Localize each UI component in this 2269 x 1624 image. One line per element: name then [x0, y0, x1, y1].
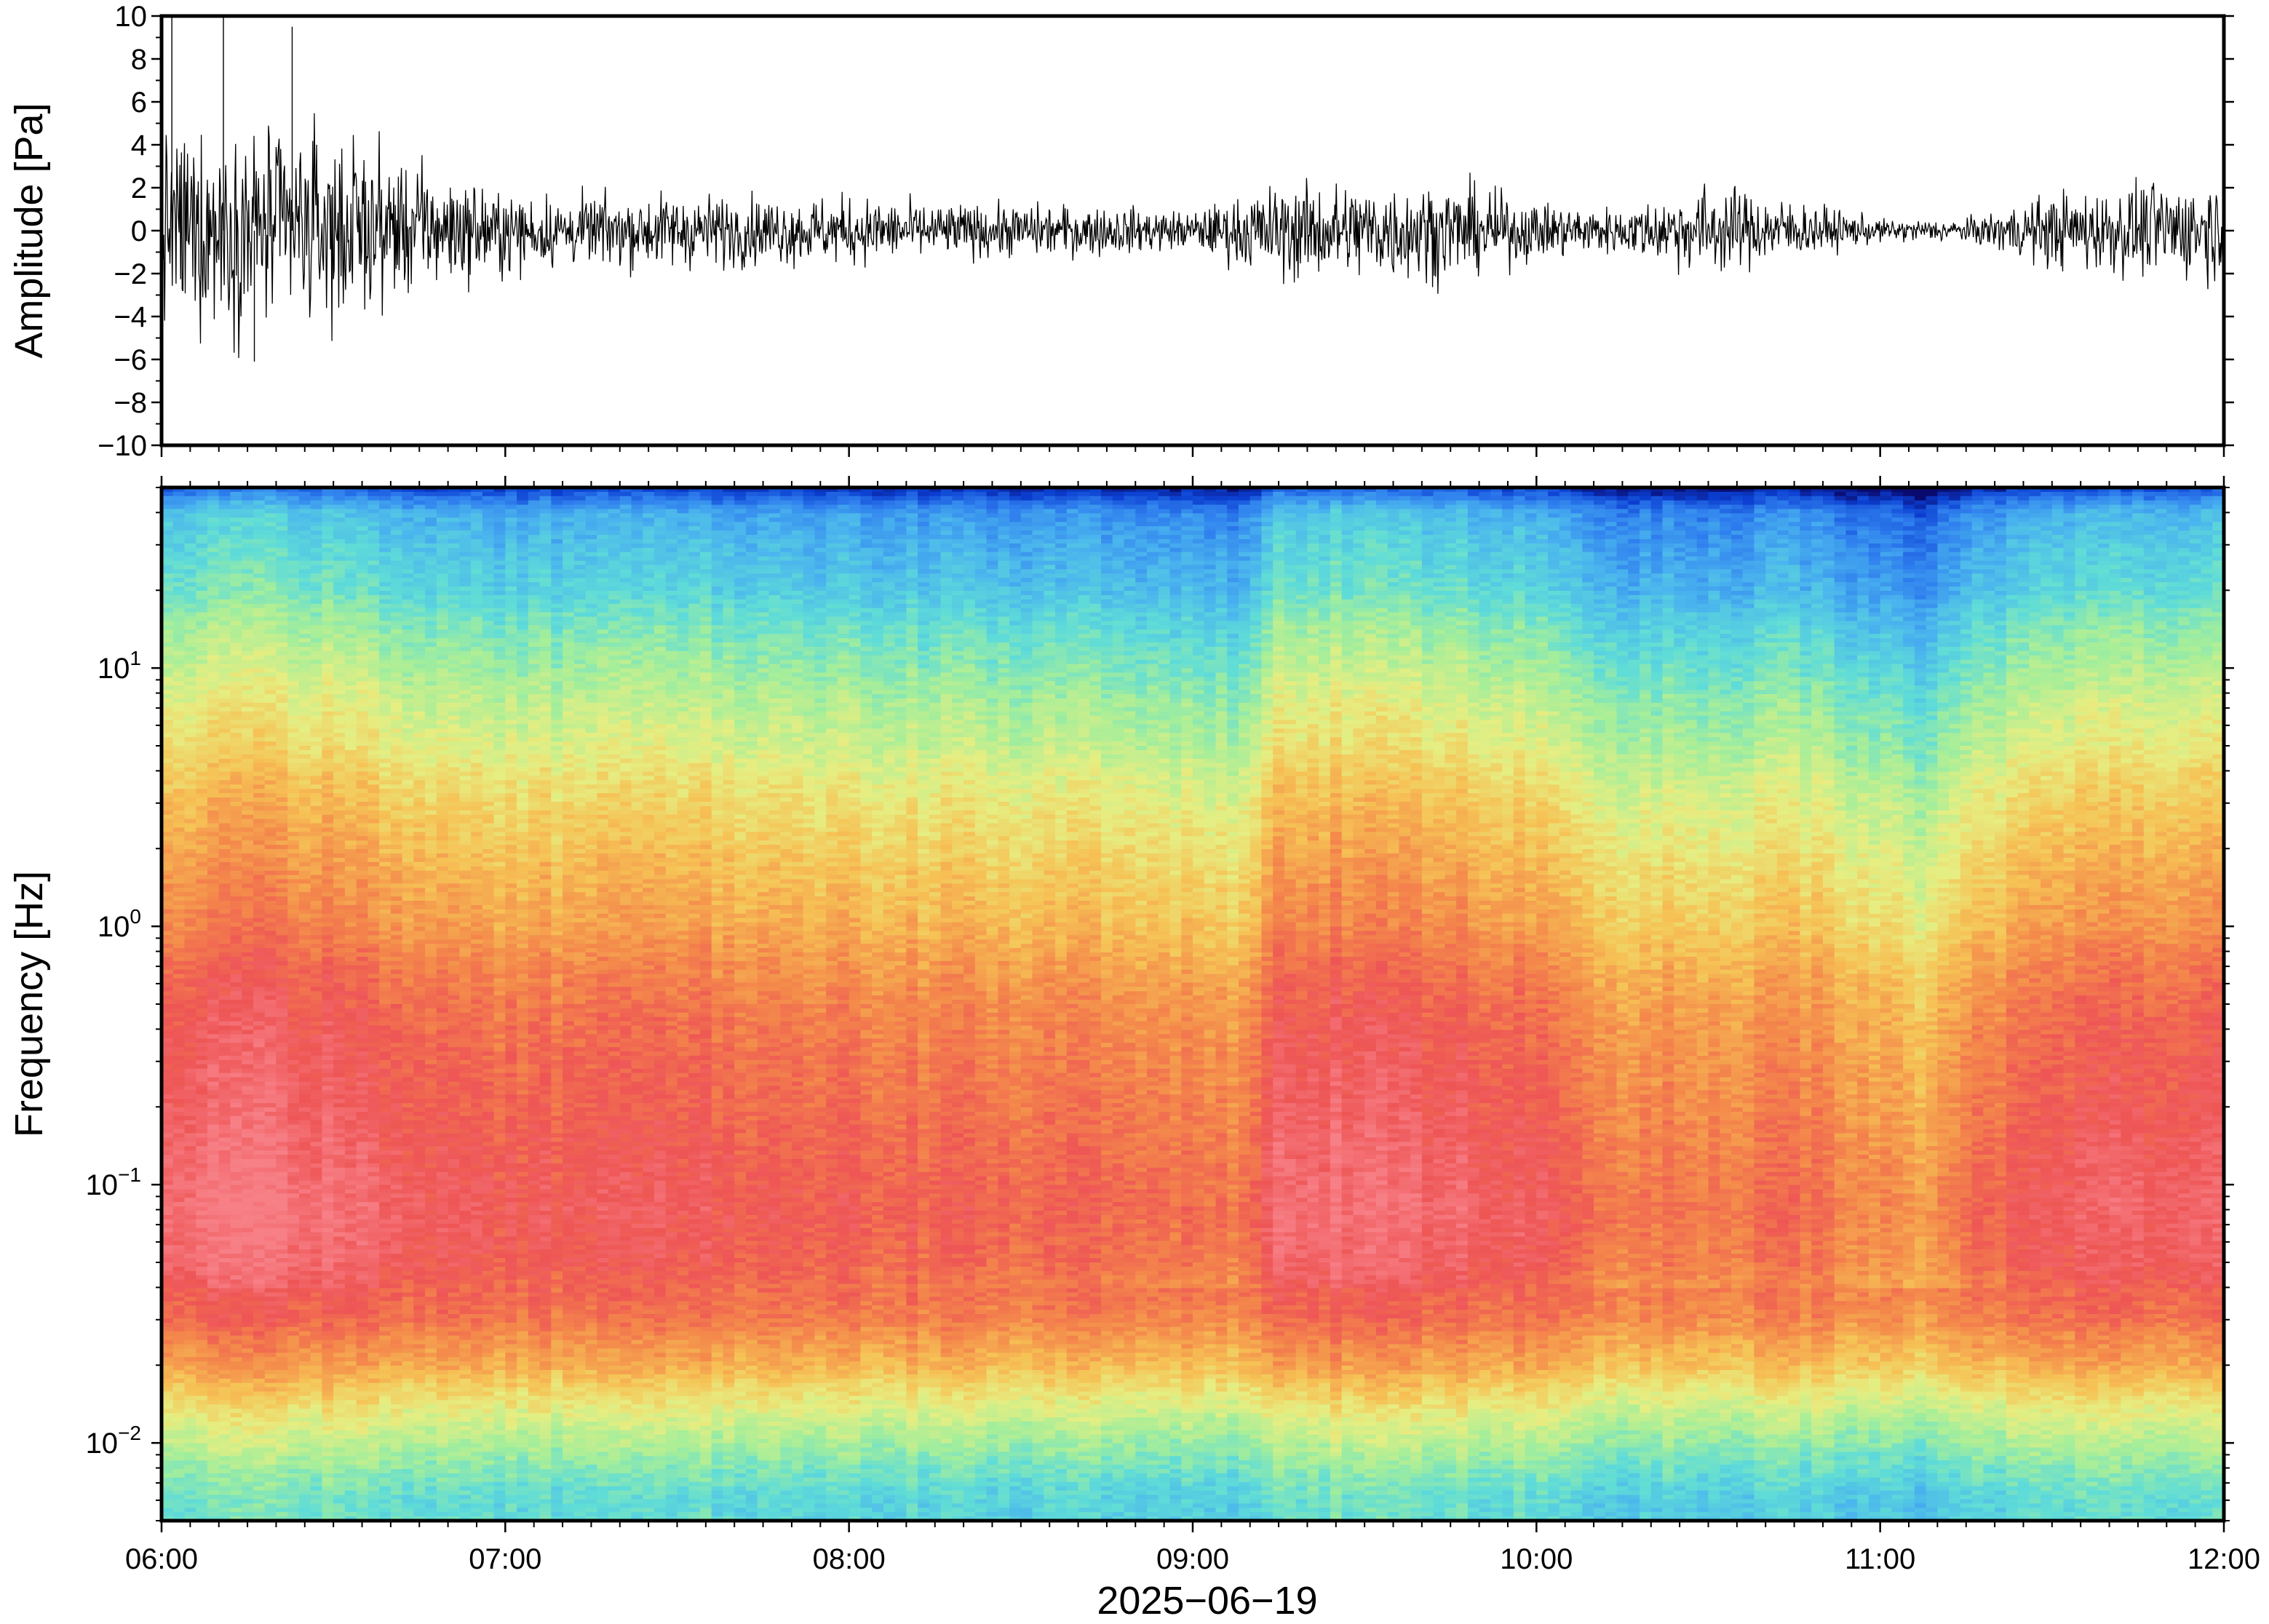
spectrogram-cells — [162, 487, 2225, 1521]
waveform-ylabel: Amplitude [Pa] — [7, 103, 51, 358]
waveform-ytick-label-0: 10 — [115, 1, 148, 33]
xtick-label-3: 09:00 — [1156, 1543, 1229, 1575]
waveform-ytick-label-9: −8 — [114, 387, 147, 419]
waveform-ytick-label-10: −10 — [98, 430, 147, 462]
spectrogram-xlabel: 2025−06−19 — [1097, 1579, 1317, 1623]
spectrogram-ytick-label-0: 101 — [98, 647, 141, 685]
waveform-ytick-label-2: 6 — [131, 87, 147, 119]
waveform-ytick-label-4: 2 — [131, 172, 147, 204]
waveform-ytick-label-3: 4 — [131, 130, 147, 162]
spectrogram-ylabel: Frequency [Hz] — [7, 871, 51, 1137]
spectrogram-ytick-label-1: 100 — [98, 905, 141, 943]
waveform-ytick-label-7: −4 — [114, 301, 147, 333]
waveform-panel: 10 8 6 4 2 0 −2 −4 −6 −8 −10 Amplitude [Pa] — [7, 1, 2234, 462]
xtick-label-6: 12:00 — [2187, 1543, 2260, 1575]
waveform-ytick-label-1: 8 — [131, 44, 147, 76]
waveform-ytick-label-5: 0 — [131, 215, 147, 247]
xtick-label-1: 07:00 — [469, 1543, 541, 1575]
xtick-label-0: 06:00 — [125, 1543, 198, 1575]
waveform-trace — [162, 113, 2224, 359]
spectrogram-ytick-label-2: 10−1 — [86, 1163, 141, 1201]
xtick-label-5: 11:00 — [1845, 1543, 1915, 1575]
spectrogram-panel: 101 100 10−1 10−2 06:00 07:00 08:00 09:00 10:00 1… — [7, 445, 2260, 1623]
spectrogram-ytick-label-3: 10−2 — [86, 1422, 141, 1460]
xtick-label-2: 08:00 — [813, 1543, 886, 1575]
waveform-ytick-label-8: −6 — [114, 344, 147, 376]
waveform-ytick-label-6: −2 — [114, 258, 147, 290]
xtick-label-4: 10:00 — [1500, 1543, 1573, 1575]
